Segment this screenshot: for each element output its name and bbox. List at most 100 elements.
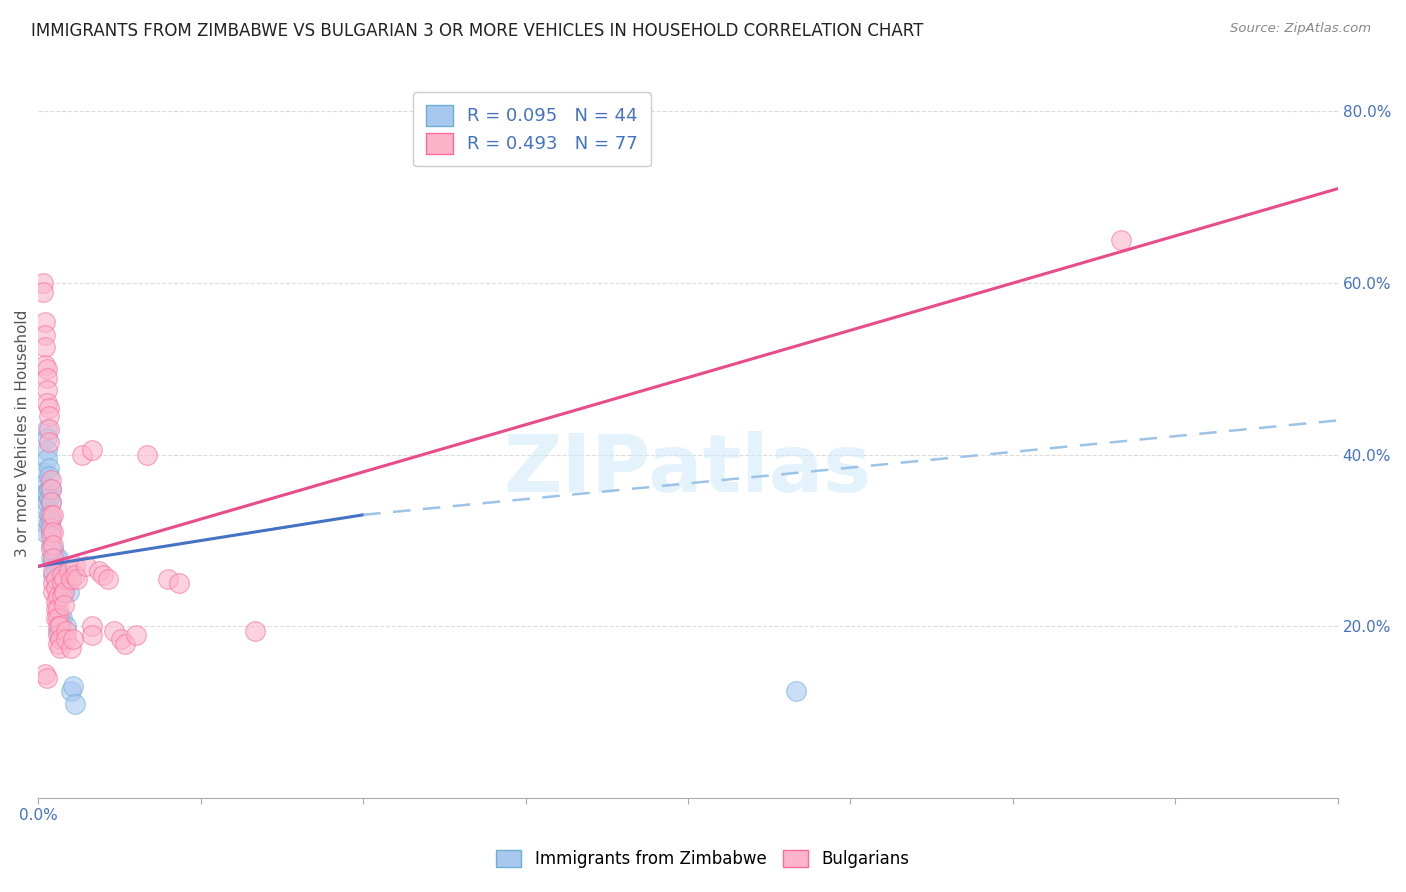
- Point: [38, 516, 60, 531]
- Point: [53, 581, 76, 595]
- Point: [1109, 233, 1132, 247]
- Point: [110, 632, 132, 647]
- Point: [70, 448, 93, 462]
- Point: [31, 465, 53, 479]
- Point: [75, 559, 97, 574]
- Point: [34, 341, 56, 355]
- Point: [35, 396, 58, 410]
- Point: [41, 482, 63, 496]
- Point: [51, 611, 73, 625]
- Point: [49, 619, 72, 633]
- Point: [46, 550, 69, 565]
- Point: [46, 628, 69, 642]
- Point: [38, 409, 60, 424]
- Point: [42, 524, 65, 539]
- Point: [58, 585, 80, 599]
- Point: [46, 602, 69, 616]
- Point: [87, 564, 110, 578]
- Point: [59, 568, 82, 582]
- Point: [243, 624, 266, 638]
- Point: [41, 524, 63, 539]
- Legend: R = 0.095   N = 44, R = 0.493   N = 77: R = 0.095 N = 44, R = 0.493 N = 77: [413, 92, 651, 166]
- Point: [49, 611, 72, 625]
- Point: [63, 697, 86, 711]
- Point: [35, 384, 58, 398]
- Point: [42, 538, 65, 552]
- Point: [785, 683, 807, 698]
- Point: [35, 370, 58, 384]
- Point: [42, 508, 65, 522]
- Point: [38, 469, 60, 483]
- Point: [41, 538, 63, 552]
- Point: [38, 508, 60, 522]
- Point: [41, 474, 63, 488]
- Point: [55, 632, 77, 647]
- Point: [59, 572, 82, 586]
- Point: [114, 636, 136, 650]
- Point: [82, 628, 104, 642]
- Point: [45, 593, 67, 607]
- Point: [63, 568, 86, 582]
- Point: [35, 362, 58, 376]
- Point: [41, 529, 63, 543]
- Point: [42, 555, 65, 569]
- Point: [46, 619, 69, 633]
- Point: [49, 628, 72, 642]
- Point: [53, 598, 76, 612]
- Point: [35, 495, 58, 509]
- Point: [58, 564, 80, 578]
- Point: [45, 581, 67, 595]
- Point: [35, 452, 58, 467]
- Point: [103, 624, 125, 638]
- Point: [42, 550, 65, 565]
- Point: [46, 611, 69, 625]
- Point: [34, 524, 56, 539]
- Point: [38, 482, 60, 496]
- Point: [38, 491, 60, 505]
- Point: [46, 624, 69, 638]
- Point: [34, 500, 56, 514]
- Point: [45, 564, 67, 578]
- Point: [35, 431, 58, 445]
- Point: [91, 568, 114, 582]
- Point: [42, 564, 65, 578]
- Point: [55, 619, 77, 633]
- Point: [34, 666, 56, 681]
- Point: [157, 572, 180, 586]
- Point: [35, 486, 58, 500]
- Point: [55, 624, 77, 638]
- Point: [35, 443, 58, 458]
- Point: [53, 572, 76, 586]
- Point: [97, 572, 120, 586]
- Text: Source: ZipAtlas.com: Source: ZipAtlas.com: [1230, 22, 1371, 36]
- Point: [49, 640, 72, 655]
- Point: [41, 495, 63, 509]
- Point: [49, 619, 72, 633]
- Point: [41, 542, 63, 557]
- Point: [38, 460, 60, 475]
- Point: [45, 611, 67, 625]
- Point: [167, 576, 190, 591]
- Point: [41, 521, 63, 535]
- Point: [41, 508, 63, 522]
- Point: [63, 559, 86, 574]
- Point: [51, 590, 73, 604]
- Point: [45, 550, 67, 565]
- Point: [42, 568, 65, 582]
- Point: [31, 276, 53, 290]
- Point: [41, 495, 63, 509]
- Point: [46, 590, 69, 604]
- Point: [53, 585, 76, 599]
- Point: [46, 636, 69, 650]
- Point: [45, 602, 67, 616]
- Point: [41, 482, 63, 496]
- Point: [38, 434, 60, 449]
- Point: [35, 422, 58, 436]
- Text: IMMIGRANTS FROM ZIMBABWE VS BULGARIAN 3 OR MORE VEHICLES IN HOUSEHOLD CORRELATIO: IMMIGRANTS FROM ZIMBABWE VS BULGARIAN 3 …: [31, 22, 924, 40]
- Text: ZIPatlas: ZIPatlas: [503, 431, 872, 508]
- Point: [135, 448, 157, 462]
- Point: [34, 516, 56, 531]
- Point: [125, 628, 148, 642]
- Point: [41, 550, 63, 565]
- Y-axis label: 3 or more Vehicles in Household: 3 or more Vehicles in Household: [15, 310, 30, 557]
